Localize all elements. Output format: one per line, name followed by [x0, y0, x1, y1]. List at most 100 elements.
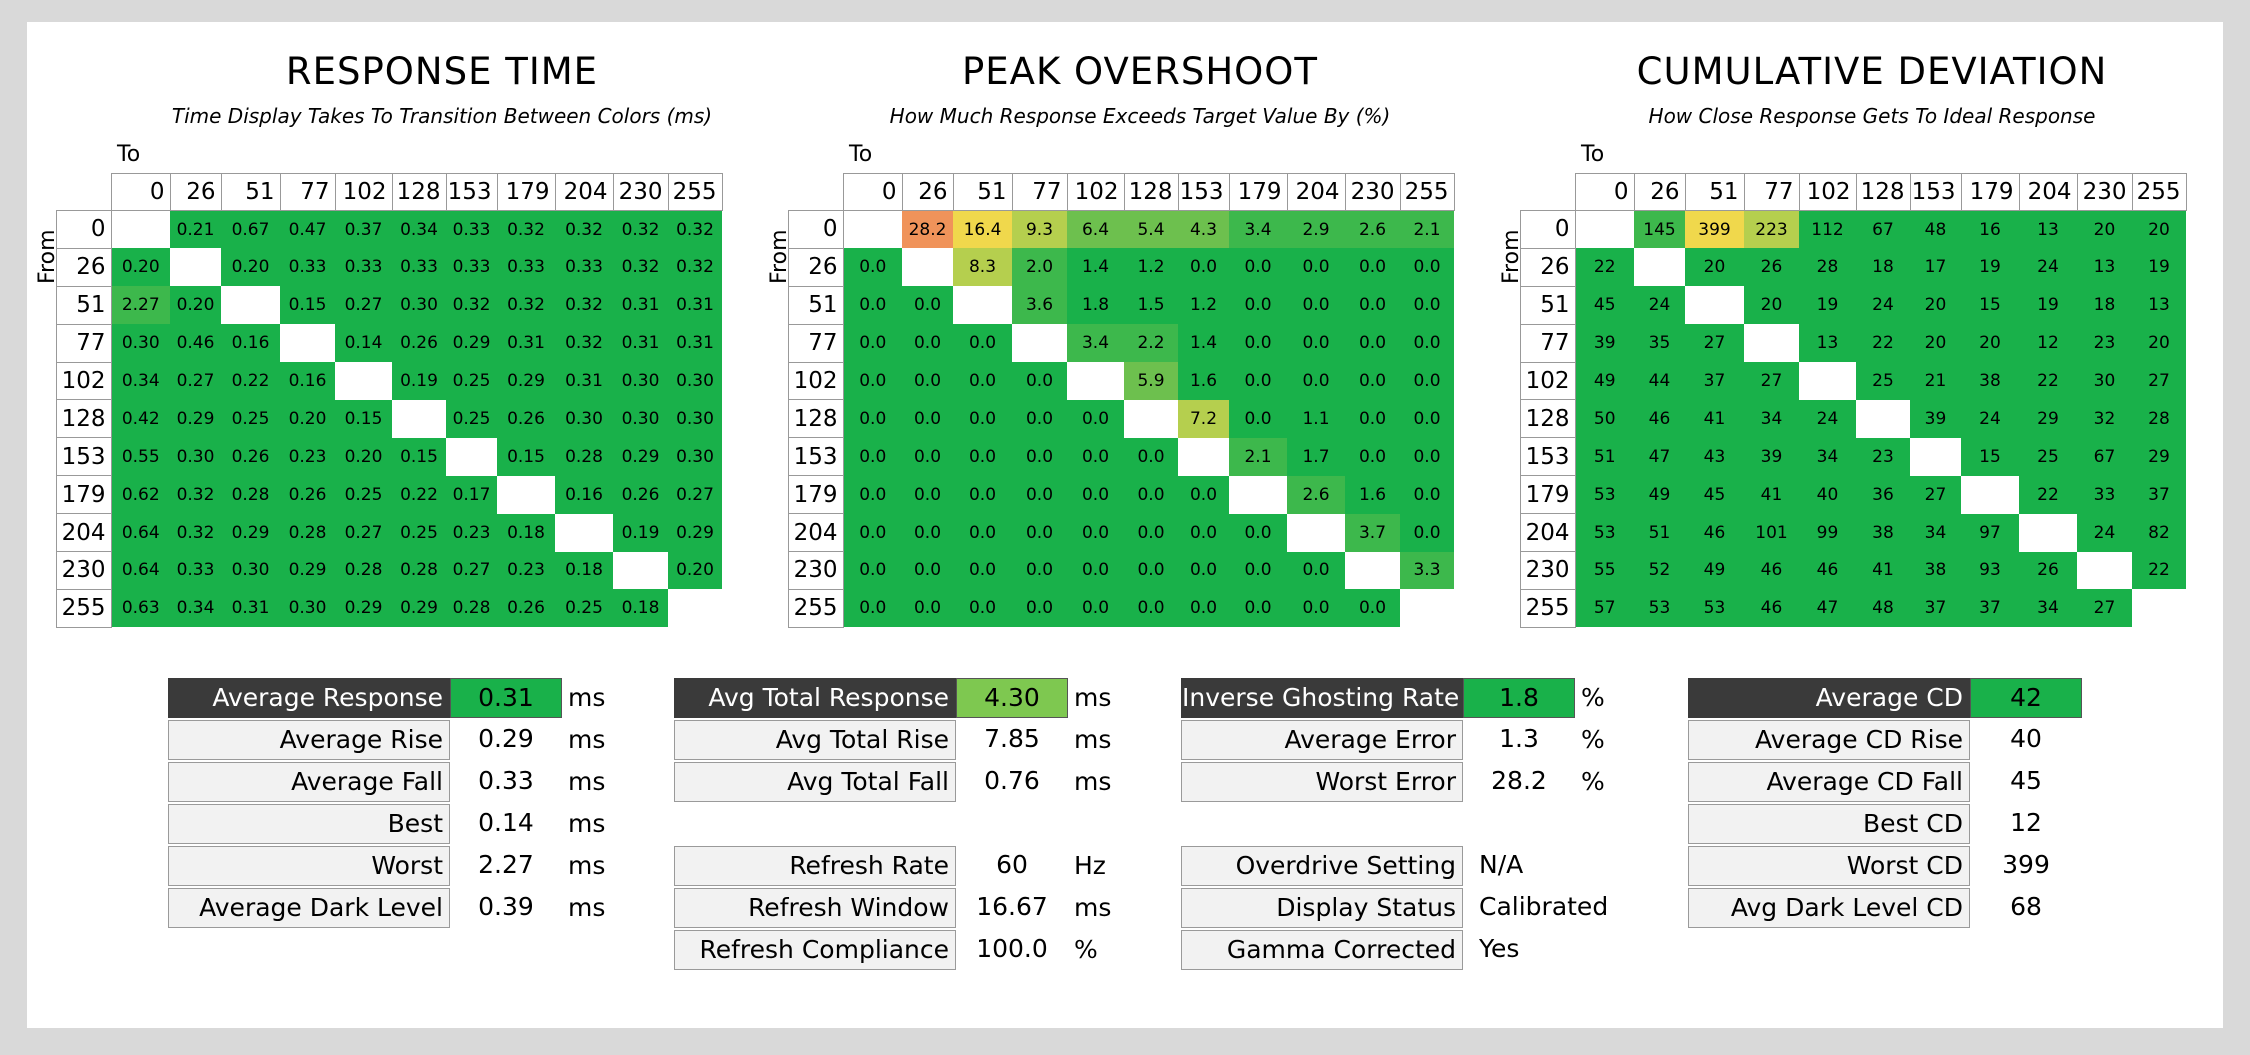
row-header: 153: [1520, 437, 1576, 477]
x-axis-label: To: [1581, 142, 1605, 167]
heatmap-cell: 0.33: [392, 248, 446, 287]
heatmap-cell: 38: [1961, 362, 2019, 400]
heatmap-cell: 0.25: [446, 399, 497, 438]
column-header: 153: [1909, 173, 1962, 211]
heatmap-cell: 0.20: [280, 399, 335, 438]
heatmap-cell: 37: [2132, 475, 2186, 514]
stat-value: 40: [2010, 724, 2042, 753]
table-row: 77 0.30 0.46 0.16 0.14 0.26 0.29 0.31 0.32 0.31 0.…: [56, 323, 722, 363]
table-row: 255 57 53 53 46 47 48 37 37 34 27: [1520, 588, 2186, 628]
column-header: 230: [612, 173, 669, 211]
stat-value: 4.30: [956, 678, 1068, 718]
heatmap-cell: 0.0: [1012, 399, 1067, 438]
stat-value: 0.29: [478, 724, 534, 753]
stat-value: 399: [2002, 850, 2050, 879]
heatmap-cell: 25: [2019, 437, 2077, 476]
heatmap-cell: 20: [1744, 286, 1799, 325]
table-row: 102 0.0 0.0 0.0 0.0 5.9 1.6 0.0 0.0 0.0 0.0: [788, 361, 1454, 401]
heatmap-cell: [1685, 286, 1744, 325]
heatmap-cell: 0.0: [843, 362, 902, 400]
heatmap-cell: [1856, 399, 1910, 438]
heatmap-cell: 0.0: [902, 362, 953, 400]
heatmap-cell: 13: [1799, 324, 1856, 363]
heatmap-cell: 50: [1575, 399, 1634, 438]
stat-label: Avg Total Rise: [674, 720, 956, 760]
column-header: 179: [496, 173, 556, 211]
heatmap-cell: 48: [1856, 589, 1910, 628]
heatmap-cell: [2077, 551, 2132, 590]
row-header: 153: [56, 437, 112, 477]
column-header: 77: [279, 173, 336, 211]
heatmap-cell: 0.17: [446, 475, 497, 514]
heatmap-cell: 1.7: [1287, 437, 1345, 476]
heatmap-cell: 97: [1961, 513, 2019, 552]
stat-value: 0.39: [478, 892, 534, 921]
heatmap-cell: 0.31: [668, 324, 722, 363]
heatmap-cell: 20: [2132, 210, 2186, 249]
table-row: 102 0.34 0.27 0.22 0.16 0.19 0.25 0.29 0.31 0.30 0…: [56, 361, 722, 401]
row-header: 128: [56, 399, 112, 439]
chart-subtitle: How Much Response Exceeds Target Value B…: [889, 104, 1391, 128]
table-row: 26 22 20 26 28 18 17 19 24 13 19: [1520, 247, 2186, 287]
heatmap-cell: 0.33: [555, 248, 613, 287]
heatmap-cell: 0.46: [170, 324, 221, 363]
heatmap-cell: 32: [2077, 399, 2132, 438]
heatmap-cell: 0.27: [170, 362, 221, 400]
stat-value: 2.27: [478, 850, 534, 879]
heatmap-cell: 9.3: [1012, 210, 1067, 249]
stat-label: Gamma Corrected: [1181, 930, 1463, 970]
heatmap-cell: 0.0: [902, 475, 953, 514]
heatmap-cell: 0.32: [555, 324, 613, 363]
heatmap-cell: 27: [2077, 589, 2132, 628]
stat-label: Best CD: [1688, 804, 1970, 844]
heatmap-cell: 0.0: [1229, 248, 1287, 287]
heatmap-cell: 0.0: [1012, 437, 1067, 476]
heatmap-cell: 18: [2077, 286, 2132, 325]
stat-label: Refresh Rate: [674, 846, 956, 886]
table-row: 128 50 46 41 34 24 39 24 29 32 28: [1520, 399, 2186, 439]
heatmap-cell: 0.20: [335, 437, 392, 476]
heatmap-cell: 16.4: [953, 210, 1012, 249]
heatmap-cell: 3.4: [1229, 210, 1287, 249]
heatmap-cell: 0.0: [1345, 362, 1400, 400]
heatmap-cell: 28: [1799, 248, 1856, 287]
heatmap-cell: 0.31: [613, 286, 668, 325]
heatmap-cell: [446, 437, 497, 476]
heatmap-cell: 67: [1856, 210, 1910, 249]
heatmap-cell: 0.63: [111, 589, 170, 628]
heatmap-cell: 39: [1910, 399, 1961, 438]
column-header: 153: [445, 173, 498, 211]
heatmap-cell: 45: [1685, 475, 1744, 514]
heatmap-cell: 0.0: [1400, 362, 1454, 400]
table-row: 51 2.27 0.20 0.15 0.27 0.30 0.32 0.32 0.32 0.31 0.…: [56, 285, 722, 325]
heatmap-cell: 0.0: [1287, 362, 1345, 400]
heatmap-cell: [280, 324, 335, 363]
heatmap-cell: 0.28: [392, 551, 446, 590]
column-header: 102: [1066, 173, 1125, 211]
row-header: 102: [1520, 361, 1576, 401]
heatmap-cell: 0.32: [613, 248, 668, 287]
heatmap-cell: 0.26: [280, 475, 335, 514]
stat-unit: %: [1074, 935, 1098, 964]
heatmap-cell: 0.0: [902, 513, 953, 552]
heatmap-cell: 0.0: [843, 551, 902, 590]
heatmap-cell: 0.32: [668, 210, 722, 249]
heatmap-cell: 0.0: [1178, 513, 1229, 552]
table-row: 179 0.62 0.32 0.28 0.26 0.25 0.22 0.17 0.16 0.26 0…: [56, 475, 722, 515]
heatmap-cell: [668, 589, 722, 628]
heatmap-cell: 0.0: [953, 399, 1012, 438]
heatmap-cell: 0.29: [446, 324, 497, 363]
heatmap-cell: 0.64: [111, 513, 170, 552]
heatmap-cell: 55: [1575, 551, 1634, 590]
stat-value: 0.33: [478, 766, 534, 795]
heatmap-cell: 0.0: [1287, 551, 1345, 590]
chart-subtitle: How Close Response Gets To Ideal Respons…: [1648, 104, 2096, 128]
column-header: 255: [1399, 173, 1455, 211]
heatmap-cell: 0.32: [497, 210, 555, 249]
heatmap-cell: 0.26: [392, 324, 446, 363]
heatmap-cell: 1.4: [1067, 248, 1124, 287]
heatmap-cell: 38: [1856, 513, 1910, 552]
heatmap-cell: 46: [1744, 589, 1799, 628]
heatmap-cell: 0.0: [1229, 551, 1287, 590]
heatmap-cell: 0.0: [1345, 286, 1400, 325]
